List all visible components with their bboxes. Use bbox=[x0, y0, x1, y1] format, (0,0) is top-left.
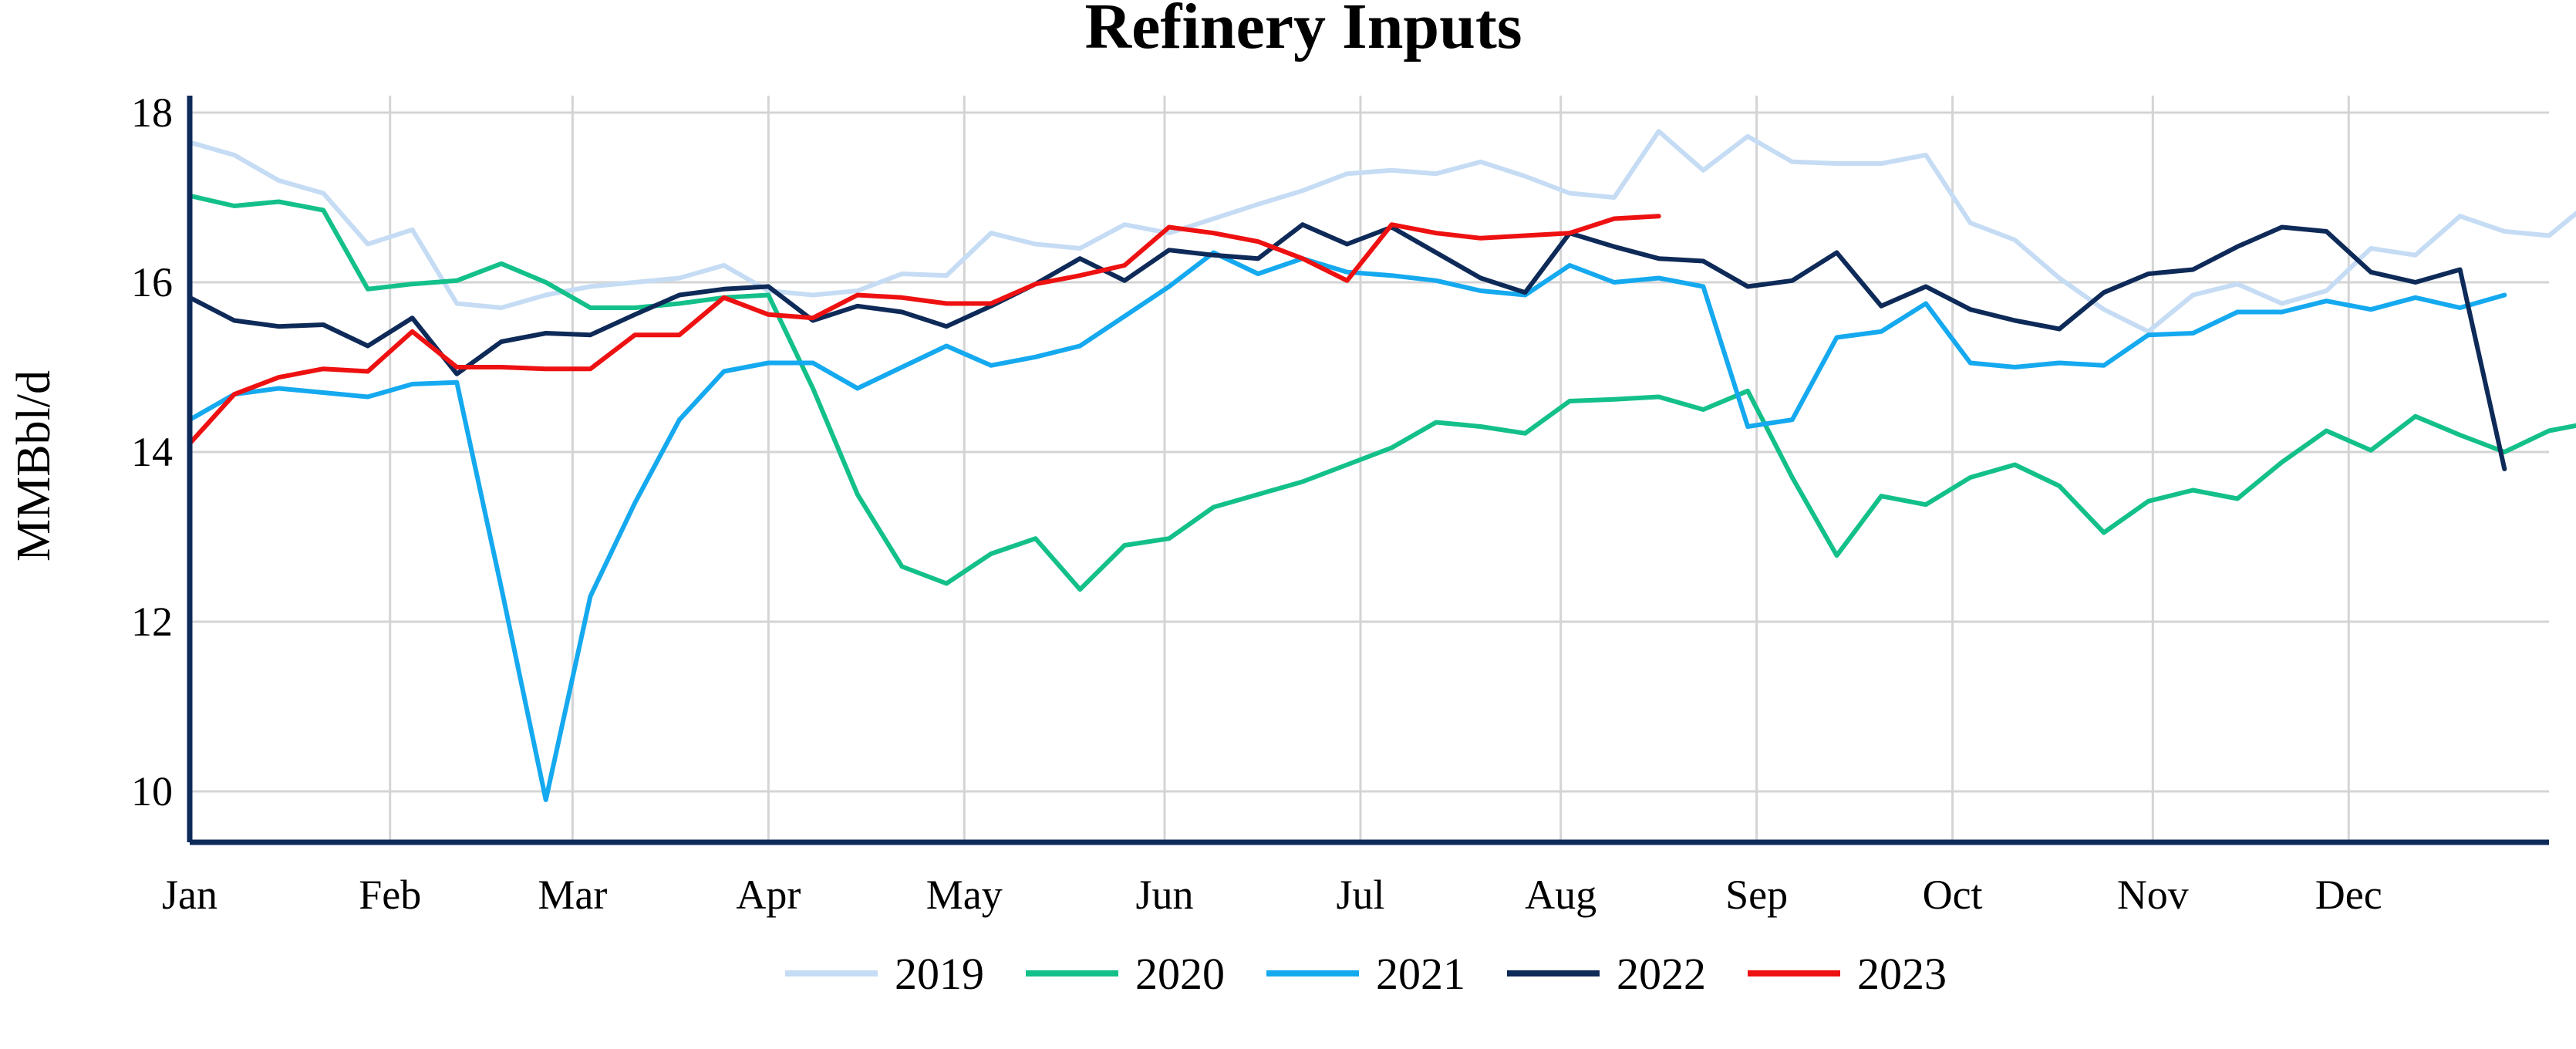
x-tick-label-sep: Sep bbox=[1725, 872, 1788, 918]
y-tick-label-12: 12 bbox=[131, 599, 173, 645]
y-tick-label-18: 18 bbox=[131, 89, 173, 136]
legend-label-2022: 2022 bbox=[1617, 949, 1706, 999]
x-tick-label-feb: Feb bbox=[359, 872, 421, 918]
axes bbox=[187, 96, 2549, 845]
legend-item-2019[interactable]: 2019 bbox=[785, 949, 984, 999]
y-axis-label: MMBbl/d bbox=[8, 370, 60, 562]
series-line-2019 bbox=[187, 129, 2576, 334]
x-tick-label-dec: Dec bbox=[2315, 872, 2382, 918]
legend: 2019 2020 2021 2022 2023 bbox=[785, 949, 1947, 999]
x-tick-labels: Jan Feb Mar Apr May Jun Jul Aug Sep Oct Nov Dec bbox=[162, 872, 2382, 918]
x-tick-label-apr: Apr bbox=[736, 872, 801, 918]
y-tick-label-14: 14 bbox=[131, 429, 173, 475]
y-tick-label-16: 16 bbox=[131, 259, 173, 305]
y-tick-labels: 10 12 14 16 18 bbox=[131, 89, 173, 815]
x-tick-label-oct: Oct bbox=[1923, 872, 1983, 918]
legend-label-2020: 2020 bbox=[1135, 949, 1225, 999]
chart-title: Refinery Inputs bbox=[1084, 0, 1522, 62]
legend-item-2021[interactable]: 2021 bbox=[1266, 949, 1465, 999]
x-tick-label-may: May bbox=[926, 872, 1003, 918]
series-line-2021 bbox=[187, 250, 2507, 802]
legend-item-2020[interactable]: 2020 bbox=[1026, 949, 1225, 999]
x-tick-label-nov: Nov bbox=[2117, 872, 2189, 918]
legend-label-2019: 2019 bbox=[895, 949, 984, 999]
legend-label-2023: 2023 bbox=[1857, 949, 1947, 999]
x-tick-label-jan: Jan bbox=[162, 872, 217, 918]
x-tick-label-jun: Jun bbox=[1135, 872, 1193, 918]
y-tick-label-10: 10 bbox=[131, 768, 173, 815]
grid bbox=[190, 96, 2549, 842]
legend-item-2023[interactable]: 2023 bbox=[1748, 949, 1947, 999]
legend-item-2022[interactable]: 2022 bbox=[1507, 949, 1706, 999]
series-line-2022 bbox=[187, 222, 2507, 471]
x-tick-label-mar: Mar bbox=[538, 872, 607, 918]
x-tick-label-jul: Jul bbox=[1336, 872, 1384, 918]
series-line-2020 bbox=[187, 193, 2576, 592]
series-line-2023 bbox=[187, 214, 1661, 446]
x-tick-label-aug: Aug bbox=[1525, 872, 1597, 918]
legend-label-2021: 2021 bbox=[1376, 949, 1465, 999]
series-lines bbox=[187, 129, 2576, 802]
